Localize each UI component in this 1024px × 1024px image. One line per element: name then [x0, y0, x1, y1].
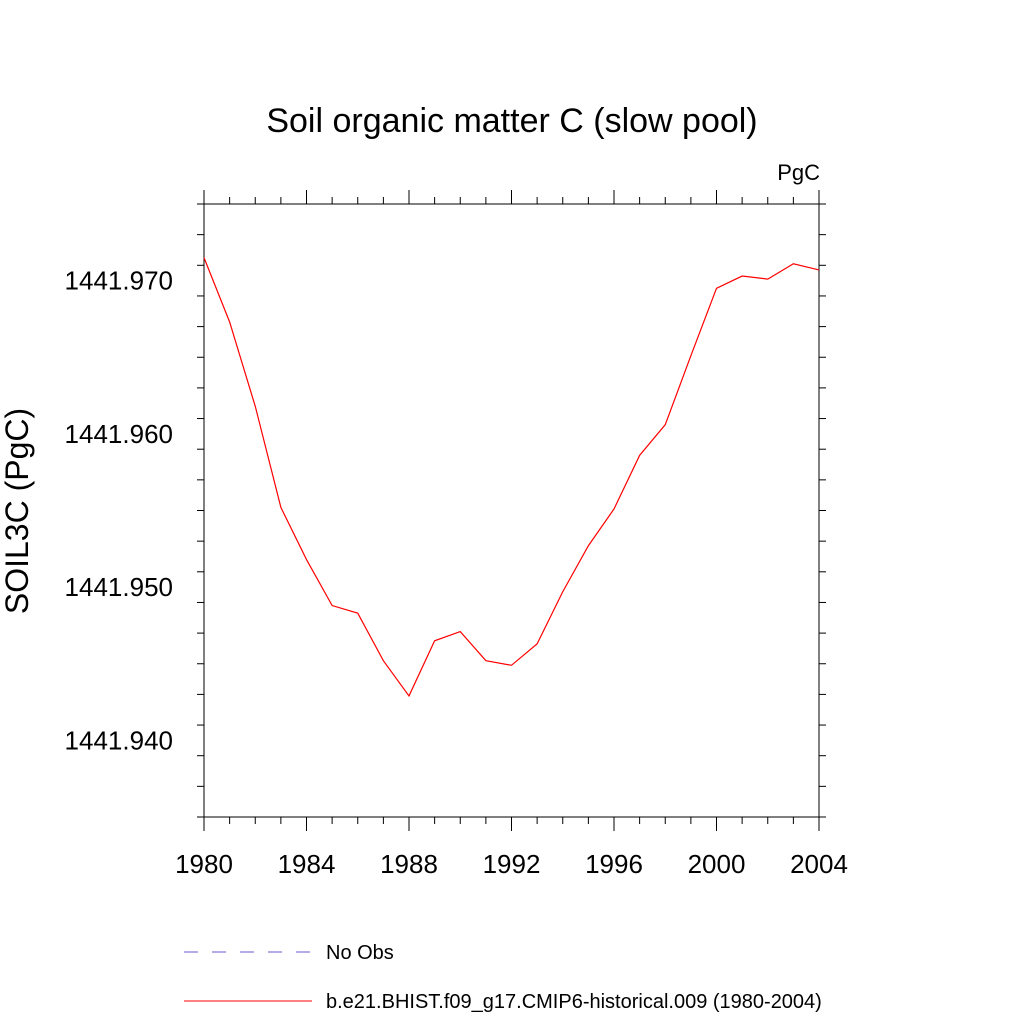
x-tick-label: 1988	[380, 849, 438, 879]
series-layer	[203, 257, 820, 698]
x-axis: 1980 1984 1988 1992 1996 2000 2004	[175, 190, 848, 879]
x-tick-label: 2004	[790, 849, 848, 879]
x-tick-label: 2000	[688, 849, 746, 879]
x-tick-label: 1996	[585, 849, 643, 879]
y-axis-label: SOIL3C (PgC)	[0, 408, 35, 614]
plot-area	[203, 203, 820, 818]
series-line	[203, 257, 820, 698]
y-tick-label: 1441.960	[65, 419, 173, 449]
legend-label: b.e21.BHIST.f09_g17.CMIP6-historical.009…	[326, 991, 822, 1013]
y-tick-label: 1441.950	[65, 572, 173, 602]
plot-frame	[203, 203, 820, 818]
x-tick-label: 1984	[278, 849, 336, 879]
y-axis: 1441.940 1441.950 1441.960 1441.970	[65, 203, 826, 818]
x-tick-label: 1980	[175, 849, 233, 879]
units-label: PgC	[777, 160, 820, 185]
y-tick-label: 1441.970	[65, 266, 173, 296]
legend-label: No Obs	[326, 942, 394, 964]
y-tick-label: 1441.940	[65, 725, 173, 755]
x-tick-label: 1992	[483, 849, 541, 879]
legend: No Obs b.e21.BHIST.f09_g17.CMIP6-historic…	[184, 942, 822, 1013]
chart-title: Soil organic matter C (slow pool)	[266, 102, 757, 140]
